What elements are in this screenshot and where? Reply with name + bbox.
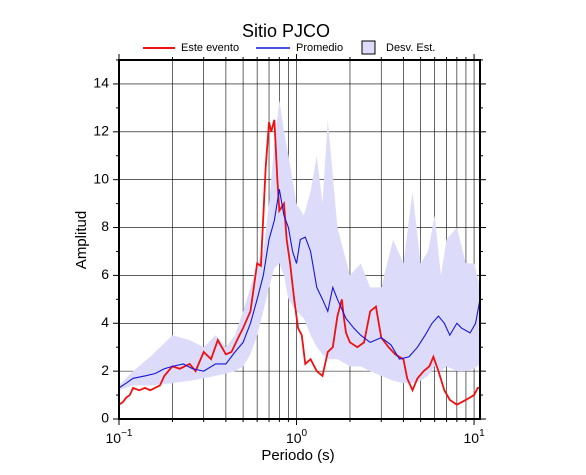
y-tick-label: 10 [93, 170, 109, 186]
legend-label: Este evento [181, 42, 239, 54]
y-tick-label: 8 [101, 218, 109, 234]
y-tick-label: 2 [101, 362, 109, 378]
x-tick-label: 10−1 [106, 428, 133, 446]
x-tick-base: 10 [106, 430, 122, 446]
y-tick-label: 4 [101, 314, 109, 330]
x-tick-label: 101 [463, 428, 485, 446]
x-tick-label: 100 [286, 428, 308, 446]
legend-label: Desv. Est. [386, 42, 435, 54]
y-tick-label: 0 [101, 410, 109, 426]
chart-title: Sitio PJCO [242, 21, 330, 41]
x-axis-label: Periodo (s) [261, 447, 334, 464]
y-tick-label: 14 [93, 75, 109, 91]
series-line [118, 119, 480, 406]
plot-frame [118, 59, 481, 420]
series-line [118, 189, 481, 389]
x-tick-base: 10 [286, 430, 302, 446]
legend-label: Promedio [296, 42, 343, 54]
y-tick-label: 12 [93, 123, 109, 139]
y-axis-label: Amplitud [73, 211, 90, 269]
x-tick-exponent: −1 [121, 428, 133, 439]
y-tick-label: 6 [101, 266, 109, 282]
x-tick-exponent: 1 [479, 428, 485, 439]
x-tick-exponent: 0 [302, 428, 308, 439]
x-tick-base: 10 [463, 430, 479, 446]
legend-swatch [361, 40, 376, 55]
